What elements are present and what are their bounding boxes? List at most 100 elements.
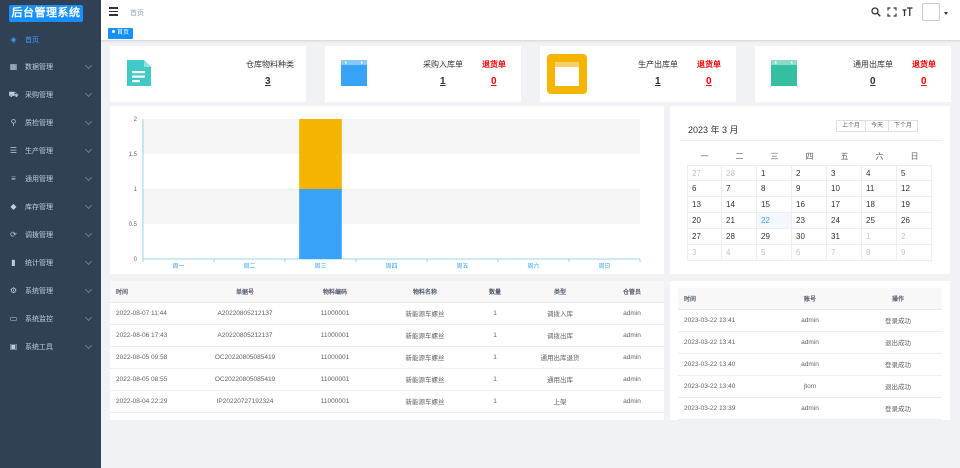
hamburger-icon[interactable] <box>109 7 118 16</box>
calendar-day[interactable]: 13 <box>687 197 722 213</box>
card-value[interactable]: 1 <box>440 76 446 87</box>
return-value[interactable]: 0 <box>921 76 927 87</box>
stat-card-general[interactable]: 通用出库单 0 退货单 0 <box>755 46 951 102</box>
chevron-down-icon <box>84 257 93 266</box>
calendar-day[interactable]: 4 <box>722 245 757 261</box>
sidebar-item-10[interactable]: ▭ 系统监控 <box>0 305 101 333</box>
tag-home[interactable]: 首页 <box>108 28 134 39</box>
table-row[interactable]: 2023-03-22 13:39 admin 登录成功 <box>678 397 942 420</box>
return-value[interactable]: 0 <box>706 76 712 87</box>
card-value[interactable]: 0 <box>870 76 876 87</box>
breadcrumb[interactable]: 首页 <box>130 10 144 17</box>
calendar-day[interactable]: 18 <box>862 197 897 213</box>
calendar-day[interactable]: 20 <box>687 213 722 229</box>
stat-card-purchase[interactable]: 采购入库单 1 退货单 0 <box>325 46 521 102</box>
calendar-day[interactable]: 16 <box>792 197 827 213</box>
calendar-day[interactable]: 1 <box>862 229 897 245</box>
calendar-day[interactable]: 29 <box>757 229 792 245</box>
calendar-day[interactable]: 6 <box>687 181 722 197</box>
calendar-panel: 2023 年 3 月 上个月 今天 下个月 一二三四五六日 27 28 1 2 3 4 5 6… <box>670 106 950 274</box>
calendar-day[interactable]: 4 <box>862 165 897 181</box>
calendar-day[interactable]: 28 <box>722 229 757 245</box>
calendar-day[interactable]: 6 <box>792 245 827 261</box>
table-row[interactable]: 2023-03-22 13:41 admin 登录成功 <box>678 309 942 332</box>
calendar-day[interactable]: 5 <box>897 165 932 181</box>
calendar-day[interactable]: 24 <box>827 213 862 229</box>
calendar-day[interactable]: 12 <box>897 181 932 197</box>
calendar-day[interactable]: 25 <box>862 213 897 229</box>
prev-month-button[interactable]: 上个月 <box>836 120 867 132</box>
calendar-day[interactable]: 11 <box>862 181 897 197</box>
sidebar-item-11[interactable]: ▣ 系统工具 <box>0 333 101 361</box>
calendar-day[interactable]: 30 <box>792 229 827 245</box>
calendar-day[interactable]: 8 <box>862 245 897 261</box>
calendar-day[interactable]: 2 <box>792 165 827 181</box>
table-row[interactable]: 2022-08-06 17:43 A20220805212137 11000001 新… <box>110 324 664 347</box>
chevron-down-icon <box>84 201 93 210</box>
table-cell: admin <box>600 346 664 369</box>
login-log-table: 时间 账号 操作 2023-03-22 13:41 admin 登录成功 2023-03-… <box>678 288 942 420</box>
table-row[interactable]: 2022-08-05 09:58 OC20220805085419 11000001… <box>110 346 664 369</box>
calendar-day[interactable]: 10 <box>827 181 862 197</box>
sidebar-item-1[interactable]: ▦ 数据管理 <box>0 53 101 81</box>
stat-card-materials[interactable]: 仓库物料种类 3 <box>110 46 306 102</box>
calendar-day[interactable]: 15 <box>757 197 792 213</box>
app-logo[interactable]: 后台管理系统 <box>9 5 83 22</box>
calendar-day[interactable]: 3 <box>687 245 722 261</box>
calendar-day[interactable]: 17 <box>827 197 862 213</box>
table-row[interactable]: 2023-03-22 13:40 admin 登录成功 <box>678 353 942 376</box>
calendar-day[interactable]: 9 <box>897 245 932 261</box>
x-tick-label: 周五 <box>456 263 468 270</box>
font-size-icon[interactable] <box>902 6 913 17</box>
table-row[interactable]: 2022-08-05 08:55 OC20220805085419 11000001… <box>110 368 664 391</box>
calendar-day[interactable]: 31 <box>827 229 862 245</box>
sidebar-item-3[interactable]: ⚲ 质检管理 <box>0 109 101 137</box>
table-cell: 1 <box>470 346 520 369</box>
sidebar-item-4[interactable]: ☰ 生产管理 <box>0 137 101 165</box>
card-value[interactable]: 3 <box>265 76 271 87</box>
calendar-day[interactable]: 8 <box>757 181 792 197</box>
chevron-down-icon <box>84 61 93 70</box>
calendar-day[interactable]: 27 <box>687 229 722 245</box>
next-month-button[interactable]: 下个月 <box>888 120 919 132</box>
sidebar-item-7[interactable]: ⟳ 调拨管理 <box>0 221 101 249</box>
calendar-day[interactable]: 28 <box>722 165 757 181</box>
calendar-day[interactable]: 7 <box>827 245 862 261</box>
sidebar-item-2[interactable]: ⛟ 采购管理 <box>0 81 101 109</box>
user-avatar[interactable] <box>922 3 940 21</box>
card-value[interactable]: 1 <box>655 76 661 87</box>
stat-card-production[interactable]: 生产出库单 1 退货单 0 <box>540 46 736 102</box>
table-row[interactable]: 2023-03-22 13:40 jtom 退出成功 <box>678 375 942 398</box>
weekday-header: 一二三四五六日 <box>687 151 932 165</box>
calendar-day[interactable]: 26 <box>897 213 932 229</box>
calendar-day[interactable]: 19 <box>897 197 932 213</box>
table-row[interactable]: 2022-08-07 11:44 A20220805212137 11000001 新… <box>110 302 664 325</box>
table-row[interactable]: 2022-08-04 22:29 IP20220727192324 11000001… <box>110 390 664 413</box>
table-cell: admin <box>600 302 664 325</box>
records-table: 时间 单据号 物料编码 物料名称 数量 类型 仓管员 2022-08-07 11:44 A20… <box>110 281 664 413</box>
search-icon[interactable] <box>870 6 881 17</box>
calendar-day[interactable]: 14 <box>722 197 757 213</box>
calendar-day[interactable]: 23 <box>792 213 827 229</box>
calendar-day[interactable]: 27 <box>687 165 722 181</box>
sidebar-item-6[interactable]: ◆ 库存管理 <box>0 193 101 221</box>
calendar-day[interactable]: 9 <box>792 181 827 197</box>
calendar-day[interactable]: 5 <box>757 245 792 261</box>
calendar-day[interactable]: 3 <box>827 165 862 181</box>
calendar-day[interactable]: 1 <box>757 165 792 181</box>
caret-down-icon[interactable] <box>944 12 948 15</box>
top-navbar: 首页 <box>101 0 960 25</box>
sidebar-item-0[interactable]: ◈ 首页 <box>0 26 101 54</box>
sidebar-item-8[interactable]: ▮ 统计管理 <box>0 249 101 277</box>
calendar-day[interactable]: 7 <box>722 181 757 197</box>
today-button[interactable]: 今天 <box>865 120 890 132</box>
calendar-day-today[interactable]: 22 <box>757 213 792 229</box>
toolbox-icon: ▣ <box>9 342 18 351</box>
sidebar-item-9[interactable]: ⚙ 系统管理 <box>0 277 101 305</box>
calendar-day[interactable]: 2 <box>897 229 932 245</box>
fullscreen-icon[interactable] <box>886 6 897 17</box>
calendar-day[interactable]: 21 <box>722 213 757 229</box>
table-row[interactable]: 2023-03-22 13:41 admin 退出成功 <box>678 331 942 354</box>
sidebar-item-5[interactable]: ≡ 通用管理 <box>0 165 101 193</box>
return-value[interactable]: 0 <box>491 76 497 87</box>
